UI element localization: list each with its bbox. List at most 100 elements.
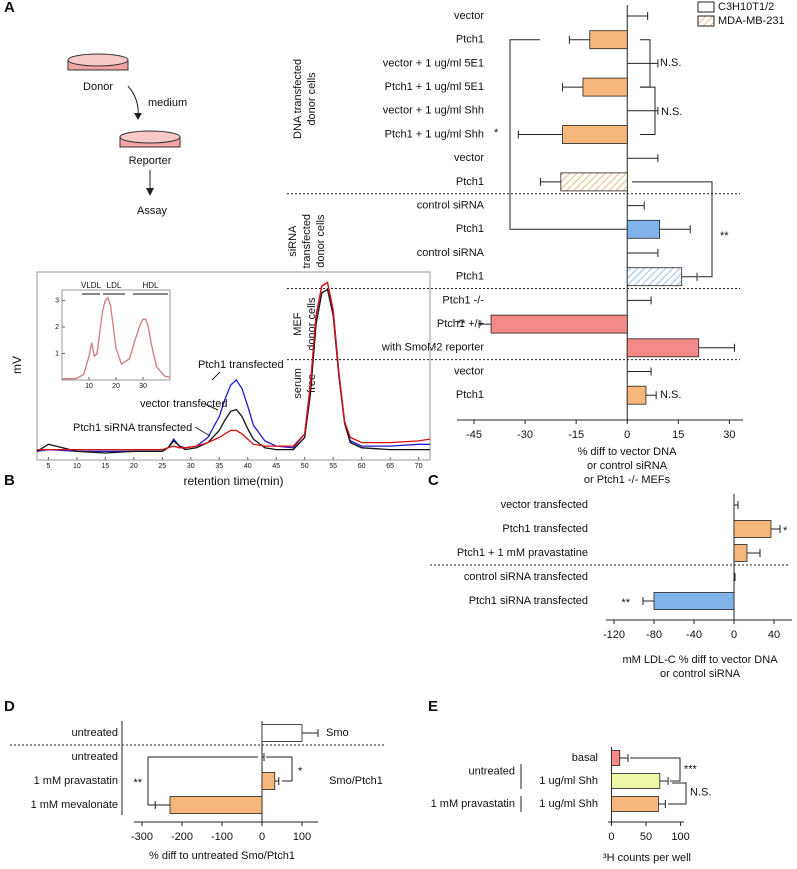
group-label: transfected xyxy=(301,214,313,268)
x-tick-label: 35 xyxy=(215,463,223,470)
annotation: N.S. xyxy=(690,786,711,798)
bar xyxy=(169,796,263,814)
x-tick-label: 0 xyxy=(624,429,630,441)
annotation: ** xyxy=(457,318,466,330)
legend-label: C3H10T1/2 xyxy=(718,1,774,13)
annotation: * xyxy=(298,765,303,777)
bar xyxy=(626,385,647,405)
category-label: Ptch1 xyxy=(456,223,484,235)
error-bar xyxy=(517,130,563,139)
fraction-label: HDL xyxy=(142,281,159,290)
annotation: *** xyxy=(684,763,698,775)
annotation: N.S. xyxy=(660,57,681,69)
x-tick-label: -200 xyxy=(171,831,193,843)
category-label: vector transfected xyxy=(501,499,588,511)
group-label: 1 mM pravastatin xyxy=(431,798,515,810)
x-tick-label: 30 xyxy=(723,429,735,441)
bracket xyxy=(632,181,713,278)
group-label: DNA transfected xyxy=(292,59,304,139)
y-tick-label: 3 xyxy=(55,297,59,304)
x-tick-label: 40 xyxy=(768,629,780,641)
category-label: Ptch1 xyxy=(456,34,484,46)
panel-label: E xyxy=(428,698,438,715)
error-bar xyxy=(734,501,739,509)
group-label: MEF xyxy=(292,312,304,336)
x-tick-label: 60 xyxy=(358,463,366,470)
bracket xyxy=(640,86,656,135)
error-bar xyxy=(627,12,649,20)
group-label: serum xyxy=(292,368,304,399)
series-line xyxy=(37,281,431,451)
x-tick-label: -45 xyxy=(466,429,482,441)
annotation: * xyxy=(494,127,499,139)
bracket xyxy=(147,756,258,806)
y-axis-label: mV xyxy=(10,356,24,374)
category-label: with SmoM2 reporter xyxy=(381,342,484,354)
x-axis-label: retention time(min) xyxy=(183,474,283,488)
x-tick-label: 20 xyxy=(130,463,138,470)
group-label: Smo/Ptch1 xyxy=(329,775,383,787)
reporter-label: Reporter xyxy=(129,155,172,167)
category-label: 1 mM mevalonate xyxy=(31,799,118,811)
plot-frame xyxy=(36,271,431,461)
annotation: ** xyxy=(720,230,729,242)
x-tick-label: 100 xyxy=(671,831,689,843)
annotation: ** xyxy=(621,597,630,609)
error-bar xyxy=(681,272,698,281)
category-label: vector xyxy=(454,152,484,164)
annotation: N.S. xyxy=(661,106,682,118)
group-label: untreated xyxy=(469,766,515,778)
arrow-head xyxy=(146,188,154,196)
bar xyxy=(261,772,276,790)
donor-label: Donor xyxy=(83,81,113,93)
error-bar xyxy=(619,754,629,762)
bar xyxy=(626,219,660,239)
label-pointer xyxy=(204,403,219,411)
bar xyxy=(611,796,659,812)
x-tick-label: 50 xyxy=(301,463,309,470)
x-axis-label: % diff to untreated Smo/Ptch1 xyxy=(149,850,295,862)
error-bar xyxy=(747,549,761,557)
error-bar xyxy=(627,201,645,210)
error-bar xyxy=(734,573,736,581)
legend-swatch xyxy=(697,1,715,13)
x-tick-label: 5 xyxy=(46,463,50,470)
x-tick-label: -80 xyxy=(646,629,662,641)
category-label: vector xyxy=(454,10,484,22)
category-label: 1 ug/ml Shh xyxy=(539,775,598,787)
group-label: Smo xyxy=(326,727,349,739)
category-label: vector + 1 ug/ml Shh xyxy=(383,105,484,117)
category-label: Ptch1 +/+ xyxy=(437,318,484,330)
x-tick-label: -40 xyxy=(686,629,702,641)
category-label: Ptch1 siRNA transfected xyxy=(469,595,588,607)
y-tick-label: 1 xyxy=(55,350,59,357)
x-tick-label: 45 xyxy=(272,463,280,470)
category-label: Ptch1 xyxy=(456,389,484,401)
panel-label: C xyxy=(428,472,439,489)
x-tick-label: 10 xyxy=(73,463,81,470)
x-tick-label: 0 xyxy=(259,831,265,843)
series-label: vector transfected xyxy=(140,398,227,410)
error-bar xyxy=(627,59,659,68)
x-tick-label: -15 xyxy=(568,429,584,441)
donor-dish-top xyxy=(67,53,129,67)
error-bar xyxy=(771,525,781,533)
error-bar xyxy=(562,83,583,92)
category-label: vector + 1 ug/ml 5E1 xyxy=(383,57,484,69)
category-label: control siRNA xyxy=(417,200,485,212)
x-tick-label: 30 xyxy=(139,383,147,390)
x-tick-label: -120 xyxy=(603,629,625,641)
bracket xyxy=(630,757,681,782)
bar xyxy=(611,773,661,789)
x-tick-label: 15 xyxy=(101,463,109,470)
error-bar xyxy=(627,367,652,376)
inset-background xyxy=(60,282,174,386)
category-label: Ptch1 + 1 mM pravastatine xyxy=(457,547,588,559)
legend-label: MDA-MB-231 xyxy=(718,15,785,27)
category-label: Ptch1 xyxy=(456,176,484,188)
error-bar xyxy=(627,249,659,257)
category-label: Ptch1 -/- xyxy=(442,294,484,306)
x-tick-label: 70 xyxy=(415,463,423,470)
bar xyxy=(626,338,700,358)
error-bar xyxy=(274,777,280,785)
